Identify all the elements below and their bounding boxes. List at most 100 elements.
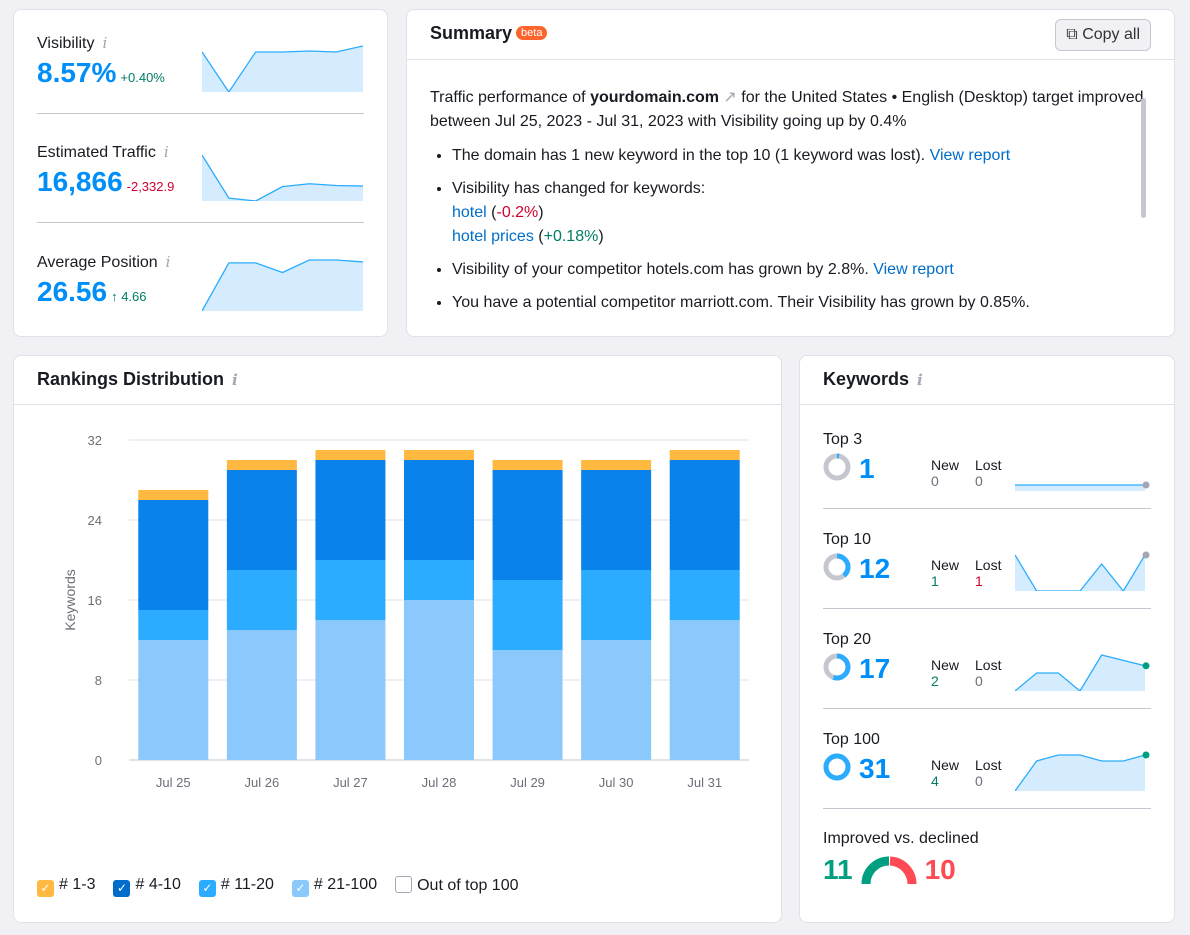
- text: You have a potential competitor marriott…: [452, 294, 1030, 310]
- row-count: 12: [859, 553, 891, 584]
- copy-label: Copy all: [1082, 26, 1140, 43]
- y-axis-label: Keywords: [62, 569, 78, 630]
- spark-dot: [1142, 481, 1150, 489]
- donut-icon: [823, 453, 851, 481]
- checkbox[interactable]: ✓: [37, 880, 54, 897]
- keyword-row[interactable]: Top 10 12 New 1 Lost 1: [823, 531, 1151, 609]
- text: for the United States • English (Desktop…: [430, 89, 1144, 130]
- bar-segment: [315, 560, 386, 620]
- lost-count: 0: [975, 673, 983, 689]
- new-count: 2: [931, 673, 939, 689]
- bar-segment: [492, 460, 563, 470]
- chart-legend: ✓ # 1-3 ✓ # 4-10 ✓ # 11-20 ✓ # 21-100 Out of top…: [37, 876, 519, 897]
- keyword-row[interactable]: Top 3 1 New 0 Lost 0: [823, 431, 1151, 509]
- info-icon[interactable]: i: [917, 371, 923, 389]
- domain: yourdomain.com: [590, 89, 719, 106]
- copy-all-button[interactable]: ⧉ Copy all: [1055, 19, 1151, 51]
- summary-intro: Traffic performance of yourdomain.com ↗ …: [430, 86, 1145, 134]
- donut-icon: [823, 653, 851, 681]
- bar-segment: [492, 650, 563, 760]
- bar-segment: [315, 620, 386, 760]
- checkbox[interactable]: ✓: [113, 880, 131, 897]
- improved-label: Improved vs. declined: [823, 830, 979, 847]
- sparkline: [202, 154, 363, 201]
- external-link-icon[interactable]: ↗: [723, 89, 737, 106]
- bar-segment: [138, 640, 209, 760]
- info-icon[interactable]: i: [163, 143, 169, 161]
- summary-title: Summary: [430, 23, 513, 43]
- bar-segment: [492, 470, 563, 580]
- legend-item[interactable]: ✓ # 1-3: [37, 876, 95, 897]
- bar-segment: [581, 570, 652, 640]
- new-label: New: [931, 557, 960, 573]
- delta: +0.18%: [543, 228, 599, 245]
- bar-segment: [669, 450, 740, 460]
- metric-visibility: Visibility i 8.57% +0.40%: [37, 34, 363, 92]
- keywords-title: Keywords: [823, 369, 910, 389]
- summary-body: Traffic performance of yourdomain.com ↗ …: [407, 60, 1174, 310]
- y-tick-label: 24: [88, 513, 102, 528]
- keyword-sparkline: [1015, 551, 1150, 591]
- metric-delta: ↑ 4.66: [111, 289, 147, 304]
- spark-line: [202, 154, 363, 201]
- new-label: New: [931, 757, 960, 773]
- spark-area: [1015, 655, 1145, 691]
- donut-icon: [823, 753, 851, 781]
- legend-label: # 4-10: [135, 876, 181, 893]
- checkbox[interactable]: [395, 876, 413, 893]
- row-count: 31: [859, 753, 891, 784]
- lost-label: Lost: [975, 557, 1002, 573]
- new-label: New: [931, 457, 960, 473]
- view-report-link[interactable]: View report: [873, 261, 954, 278]
- text: Traffic performance of: [430, 89, 591, 106]
- row-title: Top 10: [823, 531, 872, 548]
- bar-segment: [226, 570, 297, 630]
- bar-segment: [404, 460, 474, 560]
- spark-line: [1015, 654, 1146, 691]
- divider: [37, 113, 364, 114]
- metric-delta: -2,332.9: [126, 179, 175, 194]
- bar-segment: [138, 490, 209, 500]
- checkbox[interactable]: ✓: [291, 880, 309, 897]
- row-count: 17: [859, 653, 891, 684]
- keyword-link[interactable]: hotel: [452, 204, 487, 221]
- bar-segment: [138, 610, 209, 640]
- legend-item[interactable]: ✓ # 11-20: [198, 876, 274, 897]
- declined-count: 10: [924, 854, 956, 885]
- lost-label: Lost: [975, 457, 1002, 473]
- metric-label: Estimated Traffic: [37, 144, 156, 161]
- spark-line: [1015, 554, 1146, 591]
- scrollbar[interactable]: [1141, 98, 1146, 218]
- text: Visibility of your competitor hotels.com…: [452, 261, 874, 278]
- checkbox[interactable]: ✓: [198, 880, 216, 897]
- metric-traffic: Estimated Traffic i 16,866 -2,332.9: [37, 143, 363, 201]
- keyword-row[interactable]: Top 100 31 New 4 Lost 0: [823, 731, 1151, 809]
- info-icon[interactable]: i: [102, 34, 108, 52]
- bar-segment: [581, 470, 652, 570]
- spark-area: [1015, 485, 1145, 491]
- bar-segment: [669, 620, 740, 760]
- bar-segment: [492, 580, 563, 650]
- spark-line: [202, 45, 363, 92]
- x-tick-label: Jul 27: [333, 775, 368, 790]
- divider: [37, 222, 364, 223]
- legend-item[interactable]: ✓ # 21-100: [291, 876, 377, 897]
- x-tick-label: Jul 29: [510, 775, 545, 790]
- row-count: 1: [859, 453, 875, 484]
- new-label: New: [931, 657, 960, 673]
- row-title: Top 3: [823, 431, 863, 448]
- info-icon[interactable]: i: [165, 253, 171, 271]
- summary-item: Visibility has changed for keywords: hot…: [452, 177, 1151, 249]
- keyword-row[interactable]: Top 20 17 New 2 Lost 0: [823, 631, 1151, 709]
- keyword-link[interactable]: hotel prices: [452, 228, 534, 245]
- info-icon[interactable]: i: [232, 371, 238, 389]
- bar-segment: [581, 640, 652, 760]
- summary-item: Visibility of your competitor hotels.com…: [452, 258, 1151, 282]
- metric-value: 16,866: [37, 166, 123, 197]
- x-tick-label: Jul 26: [245, 775, 280, 790]
- legend-label: # 11-20: [220, 876, 274, 893]
- legend-item[interactable]: Out of top 100: [395, 876, 519, 897]
- legend-item[interactable]: ✓ # 4-10: [113, 876, 181, 897]
- spark-area: [202, 260, 363, 311]
- view-report-link[interactable]: View report: [929, 147, 1011, 164]
